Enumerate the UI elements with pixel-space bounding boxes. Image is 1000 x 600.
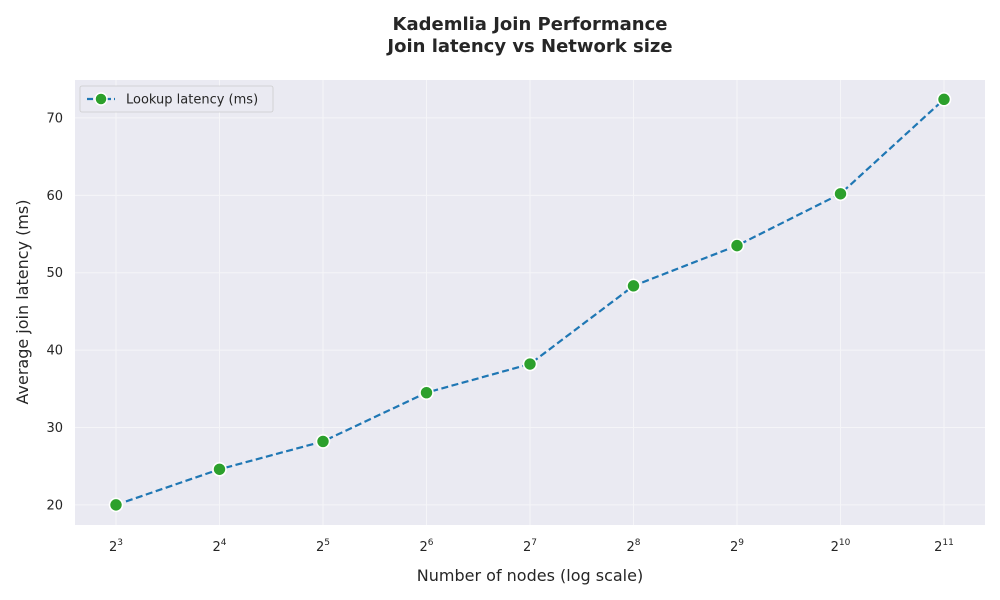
legend: Lookup latency (ms) <box>79 85 274 113</box>
data-point <box>833 186 848 202</box>
data-point <box>729 238 745 253</box>
series-layer <box>108 92 952 513</box>
y-tick-label: 60 <box>46 189 63 204</box>
series-line <box>115 98 945 506</box>
x-tick-label: 26 <box>419 538 433 555</box>
data-point <box>419 385 434 400</box>
x-tick-label: 23 <box>109 538 123 555</box>
ticks-layer: 23 24 25 26 27 28 29 210 211 20 30 40 50 60 70 <box>46 111 953 555</box>
data-point <box>522 356 538 372</box>
x-tick-label: 27 <box>523 538 537 555</box>
data-point <box>936 92 952 107</box>
y-tick-label: 70 <box>46 111 63 126</box>
chart-title: Kademlia Join Performance <box>393 14 668 35</box>
data-point <box>108 497 124 513</box>
x-tick-label: 24 <box>212 538 226 555</box>
legend-box <box>79 85 274 113</box>
y-tick-label: 20 <box>46 498 63 513</box>
data-point <box>212 461 227 477</box>
x-axis-label: Number of nodes (log scale) <box>417 566 643 585</box>
x-tick-label: 211 <box>934 538 954 555</box>
y-tick-label: 30 <box>46 421 63 436</box>
legend-marker-swatch <box>94 92 108 106</box>
x-tick-label: 25 <box>316 538 330 555</box>
y-tick-label: 50 <box>46 266 63 281</box>
legend-label: Lookup latency (ms) <box>126 93 258 108</box>
y-axis-label: Average join latency (ms) <box>13 200 32 405</box>
chart-subtitle: Join latency vs Network size <box>385 36 672 57</box>
data-point <box>315 434 331 449</box>
x-tick-label: 210 <box>831 538 851 555</box>
x-tick-label: 29 <box>730 538 744 555</box>
x-tick-label: 28 <box>626 538 640 555</box>
grid <box>75 80 985 525</box>
y-tick-label: 40 <box>46 344 63 359</box>
data-point <box>626 278 641 294</box>
